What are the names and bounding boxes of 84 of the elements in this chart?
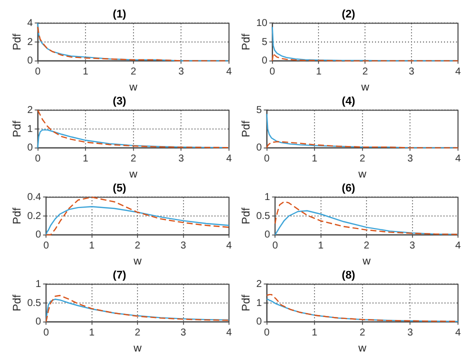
x-axis-title: w <box>128 168 138 180</box>
line-series <box>37 110 230 148</box>
y-axis-title: Pdf <box>12 294 24 312</box>
x-tick-label: 2 <box>360 328 366 339</box>
y-tick-label: 0.5 <box>27 298 42 309</box>
x-tick-label: 2 <box>130 66 137 78</box>
x-tick-label: 2 <box>364 240 370 252</box>
chart-title: (5) <box>112 182 127 195</box>
x-tick-label: 4 <box>455 154 462 165</box>
y-tick-label: 0 <box>256 316 262 328</box>
y-tick-label: 10 <box>256 18 268 29</box>
y-tick-label: 1 <box>27 124 34 135</box>
chart-title: (8) <box>342 270 356 282</box>
chart-title: (6) <box>342 182 356 195</box>
x-tick-label: 4 <box>226 66 232 78</box>
x-tick-label: 1 <box>316 66 322 78</box>
y-tick-label: 0 <box>256 142 262 154</box>
y-tick-label: 0 <box>27 142 34 154</box>
x-tick-label: 2 <box>130 154 137 165</box>
x-tick-label: 2 <box>134 328 141 339</box>
x-axis-title: w <box>357 342 366 354</box>
x-tick-label: 3 <box>180 240 186 252</box>
chart-title: (1) <box>112 8 127 21</box>
y-axis-title: Pdf <box>240 294 253 312</box>
x-tick-label: 4 <box>226 154 232 165</box>
x-axis-title: w <box>132 255 142 268</box>
y-tick-label: 1 <box>264 192 271 203</box>
y-axis-title: Pdf <box>12 32 24 50</box>
x-tick-label: 4 <box>455 66 462 78</box>
x-axis-title: w <box>357 168 366 180</box>
x-axis-title: w <box>132 342 142 354</box>
y-axis-title: Pdf <box>12 206 24 224</box>
x-tick-label: 1 <box>89 328 96 339</box>
x-tick-label: 1 <box>82 66 89 78</box>
x-tick-label: 3 <box>178 154 184 165</box>
x-tick-label: 1 <box>89 240 96 252</box>
y-tick-label: 2 <box>256 278 262 290</box>
x-tick-label: 4 <box>226 240 232 252</box>
x-tick-label: 2 <box>134 240 141 252</box>
x-tick-label: 0 <box>43 240 50 252</box>
x-tick-label: 0 <box>43 328 50 339</box>
x-tick-label: 3 <box>409 240 416 252</box>
y-tick-label: 0 <box>36 316 42 328</box>
x-axis-title: w <box>128 81 138 94</box>
y-tick-label: 4 <box>27 18 34 29</box>
chart-title: (3) <box>112 96 127 108</box>
y-tick-label: 0.5 <box>256 210 271 222</box>
y-axis-title: Pdf <box>240 32 253 50</box>
y-tick-label: 0 <box>36 230 42 241</box>
x-tick-label: 1 <box>312 328 318 339</box>
y-tick-label: 2 <box>27 36 34 48</box>
y-tick-label: 0 <box>264 230 271 241</box>
x-tick-label: 1 <box>82 154 89 165</box>
x-tick-label: 4 <box>226 328 232 339</box>
y-tick-label: 5 <box>256 104 262 116</box>
x-tick-label: 3 <box>407 154 414 165</box>
y-tick-label: 0.4 <box>27 192 42 203</box>
x-tick-label: 3 <box>408 66 415 78</box>
chart-title: (4) <box>342 96 356 108</box>
x-tick-label: 3 <box>180 328 186 339</box>
y-tick-label: 5 <box>262 36 268 48</box>
x-tick-label: 2 <box>362 66 368 78</box>
x-tick-label: 3 <box>178 66 184 78</box>
x-tick-label: 1 <box>318 240 324 252</box>
chart-title: (2) <box>342 8 356 21</box>
y-axis-title: Pdf <box>240 120 253 138</box>
x-axis-title: w <box>360 81 370 94</box>
y-axis-title: Pdf <box>240 206 253 224</box>
y-tick-label: 1 <box>36 278 42 290</box>
y-tick-label: 0.2 <box>27 210 42 222</box>
x-tick-label: 3 <box>407 328 414 339</box>
x-tick-label: 1 <box>312 154 318 165</box>
line-series <box>46 196 230 236</box>
x-tick-label: 4 <box>455 328 462 339</box>
x-tick-label: 0 <box>272 240 278 252</box>
y-axis-title: Pdf <box>12 120 24 138</box>
y-tick-label: 2 <box>27 104 34 116</box>
y-tick-label: 0 <box>27 56 34 67</box>
x-tick-label: 2 <box>360 154 366 165</box>
x-tick-label: 4 <box>455 240 462 252</box>
y-tick-label: 1 <box>256 298 262 309</box>
chart-title: (7) <box>112 270 127 282</box>
y-tick-label: 0 <box>262 56 268 67</box>
x-axis-title: w <box>362 255 371 268</box>
